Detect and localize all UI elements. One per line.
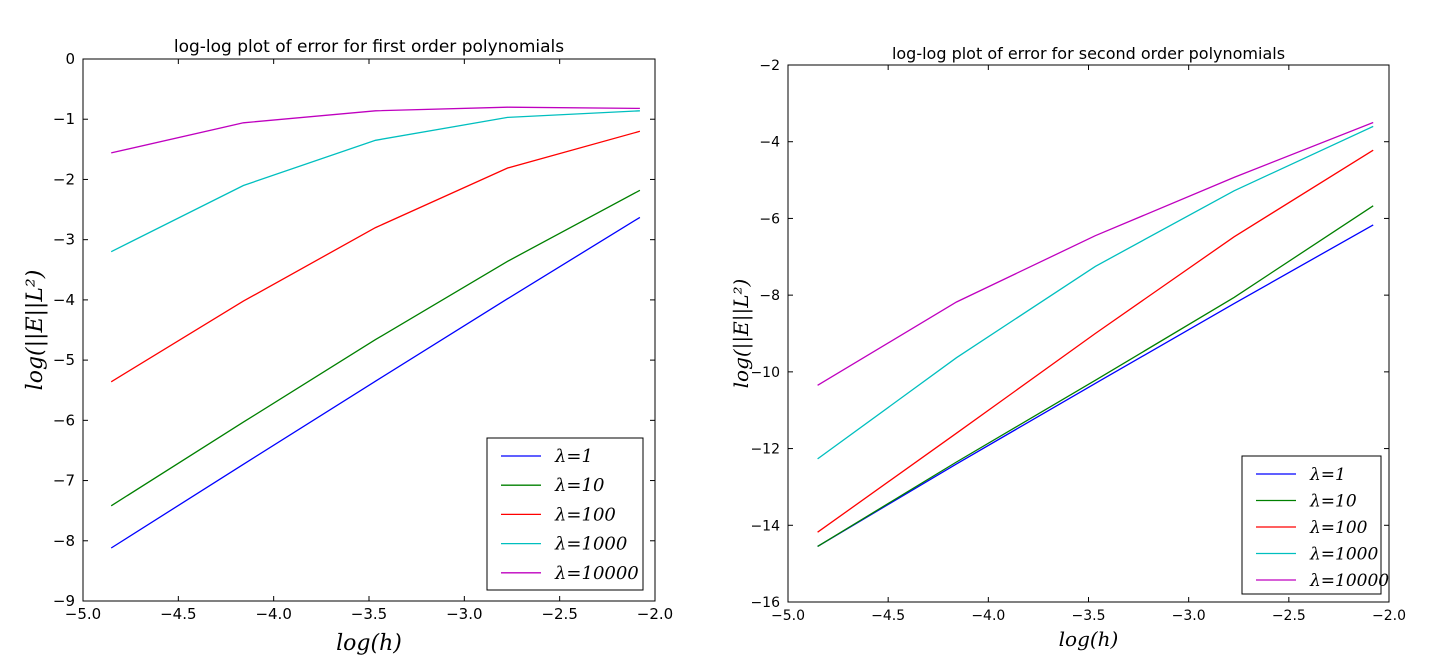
y-tick-label: −8 xyxy=(759,288,780,304)
legend: λ=1 λ=10 λ=100 λ=1000 λ=10000 xyxy=(1241,455,1389,595)
x-tick-label: −4.0 xyxy=(971,608,1005,624)
legend-entry: λ=1 xyxy=(554,446,593,467)
y-tick-label: −3 xyxy=(53,231,75,249)
x-tick-label: −4.0 xyxy=(255,605,291,623)
y-tick-label: −5 xyxy=(53,351,75,369)
y-tick-label: 0 xyxy=(65,50,75,68)
legend-entry: λ=1000 xyxy=(1309,545,1378,565)
y-tick-label: −2 xyxy=(759,58,780,74)
x-tick-label: −2.5 xyxy=(541,605,577,623)
x-tick-label: −3.0 xyxy=(446,605,482,623)
legend-entry: λ=100 xyxy=(554,504,616,525)
x-tick-label: −3.0 xyxy=(1172,608,1206,624)
legend-box xyxy=(1241,455,1382,595)
x-axis-label: log(h) xyxy=(1059,627,1119,651)
series-line-1 xyxy=(110,216,641,549)
y-tick-label: −14 xyxy=(750,518,780,534)
series-line-1 xyxy=(817,224,1374,547)
x-axis-label: log(h) xyxy=(336,631,402,656)
chart-title: log-log plot of error for first order po… xyxy=(174,37,564,57)
legend-entry: λ=10 xyxy=(554,475,604,496)
series-line-10000 xyxy=(817,121,1374,386)
y-tick-label: −7 xyxy=(53,472,75,490)
series-line-100 xyxy=(817,149,1374,533)
y-tick-label: −4 xyxy=(53,291,75,309)
legend-entry: λ=1000 xyxy=(554,534,627,555)
y-tick-label: −2 xyxy=(53,170,75,188)
y-axis-label: log(||E||L²) xyxy=(729,279,754,389)
y-tick-label: −6 xyxy=(53,411,75,429)
x-tick-label: −2.0 xyxy=(637,605,673,623)
y-tick-label: −10 xyxy=(750,365,780,381)
x-tick-label: −2.0 xyxy=(1372,608,1406,624)
chart-title: log-log plot of error for second order p… xyxy=(892,44,1285,63)
series-line-1000 xyxy=(817,125,1374,460)
x-tick-label: −2.5 xyxy=(1272,608,1306,624)
x-tick-label: −3.5 xyxy=(351,605,387,623)
series-line-100 xyxy=(110,130,641,383)
x-tick-label: −3.5 xyxy=(1072,608,1106,624)
y-tick-label: −8 xyxy=(53,532,75,550)
y-tick-label: −4 xyxy=(759,135,780,151)
y-tick-label: −12 xyxy=(750,442,780,458)
y-tick-label: −9 xyxy=(53,592,75,610)
x-tick-label: −5.0 xyxy=(771,608,805,624)
series-line-10000 xyxy=(111,106,640,154)
legend-entry: λ=100 xyxy=(1309,518,1368,538)
plot-frame xyxy=(82,58,656,602)
x-tick-label: −5.0 xyxy=(65,605,101,623)
legend-entry: λ=10000 xyxy=(554,563,639,584)
legend-entry: λ=10000 xyxy=(1309,571,1389,591)
plot-frame xyxy=(787,64,1390,603)
y-tick-label: −16 xyxy=(750,595,780,611)
y-axis-label: log(||E||L²) xyxy=(23,270,48,391)
y-tick-label: −1 xyxy=(53,110,75,128)
y-tick-label: −6 xyxy=(759,211,780,227)
legend-entry: λ=10 xyxy=(1309,492,1357,512)
x-tick-label: −4.5 xyxy=(871,608,905,624)
series-line-10 xyxy=(817,205,1374,547)
chart-2: log-log plot of error for second order p… xyxy=(729,44,1406,651)
legend-entry: λ=1 xyxy=(1309,465,1346,485)
chart-1: log-log plot of error for first order po… xyxy=(23,37,673,656)
series-line-10 xyxy=(110,189,641,507)
x-tick-label: −4.5 xyxy=(160,605,196,623)
series-line-1000 xyxy=(110,110,640,253)
legend: λ=1 λ=10 λ=100 λ=1000 λ=10000 xyxy=(486,437,644,591)
